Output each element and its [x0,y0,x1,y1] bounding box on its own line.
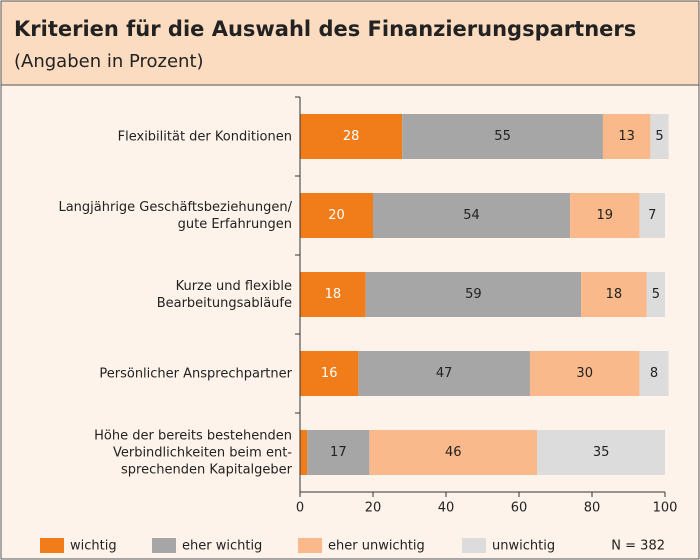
bar-segment [300,193,373,238]
value-label: 46 [445,445,462,460]
bar-segment [602,114,651,159]
legend-label: unwichtig [492,539,555,554]
category-label: Persönlicher Ansprechpartner [99,366,292,381]
category-label: Kurze und flexible Bearbeitungsabläufe [157,279,292,311]
category-line: Bearbeitungsabläufe [157,296,292,311]
value-label: 19 [597,208,614,223]
category-label: Höhe der bereits bestehenden Verbindlichk… [94,428,292,477]
category-line: Höhe der bereits bestehenden [94,428,292,443]
value-label: 17 [330,445,347,460]
bar-segment [358,351,530,396]
value-label: 47 [436,366,453,381]
value-label: 20 [328,208,345,223]
bar-segment [529,351,640,396]
bar-segment [537,430,665,475]
legend-label: eher wichtig [182,539,262,554]
legend-swatch [152,538,176,553]
legend-swatch [40,538,64,553]
value-label: 55 [494,129,511,144]
value-label: 13 [618,129,635,144]
bar-segment [646,272,665,317]
bar-segment [650,114,669,159]
value-label: 5 [655,129,663,144]
bar-segment [307,430,370,475]
legend-label: eher unwichtig [328,539,425,554]
category-line: Kurze und flexible [176,279,292,294]
bar-segment [639,193,665,238]
category-label: Flexibilität der Konditionen [118,129,292,144]
value-label: 30 [576,366,593,381]
chart-subtitle: (Angaben in Prozent) [14,51,204,72]
bar-segment [365,272,582,317]
note: N = 382 [611,539,665,554]
bar-segment [300,351,359,396]
legend-swatch [298,538,322,553]
category-line: gute Erfahrungen [178,217,292,232]
category-line: sprechenden Kapitalgeber [121,462,293,477]
legend-label: wichtig [70,539,117,554]
x-tick-label: 40 [438,501,455,516]
bar-segment [373,193,571,238]
category-line: Persönlicher Ansprechpartner [99,366,292,381]
bar-segment [402,114,603,159]
x-tick-label: 20 [365,501,382,516]
bar-segment [570,193,640,238]
x-tick-label: 80 [584,501,601,516]
value-label: 16 [321,366,338,381]
value-label: 18 [325,287,342,302]
value-label: 28 [343,129,360,144]
value-label: 5 [652,287,660,302]
chart-title: Kriterien für die Auswahl des Finanzieru… [14,17,636,41]
bar-segment [639,351,669,396]
legend-swatch [462,538,486,553]
x-tick-label: 60 [511,501,528,516]
value-label: 59 [465,287,482,302]
category-label: Langjährige Geschäftsbeziehungen/gute Er… [58,200,292,232]
category-line: Langjährige Geschäftsbeziehungen/ [58,200,292,215]
bar-segment [300,430,308,475]
value-label: 18 [606,287,623,302]
value-label: 54 [463,208,480,223]
header [0,0,700,86]
category-line: Flexibilität der Konditionen [118,129,292,144]
bar-segment [369,430,538,475]
x-tick-label: 100 [653,501,678,516]
bar-segment [300,272,366,317]
x-tick-label: 0 [296,501,304,516]
value-label: 8 [650,366,658,381]
value-label: 35 [593,445,610,460]
bar-segment [581,272,647,317]
bar-segment [300,114,403,159]
category-line: Verbindlichkeiten beim ent- [113,445,292,460]
value-label: 7 [648,208,656,223]
